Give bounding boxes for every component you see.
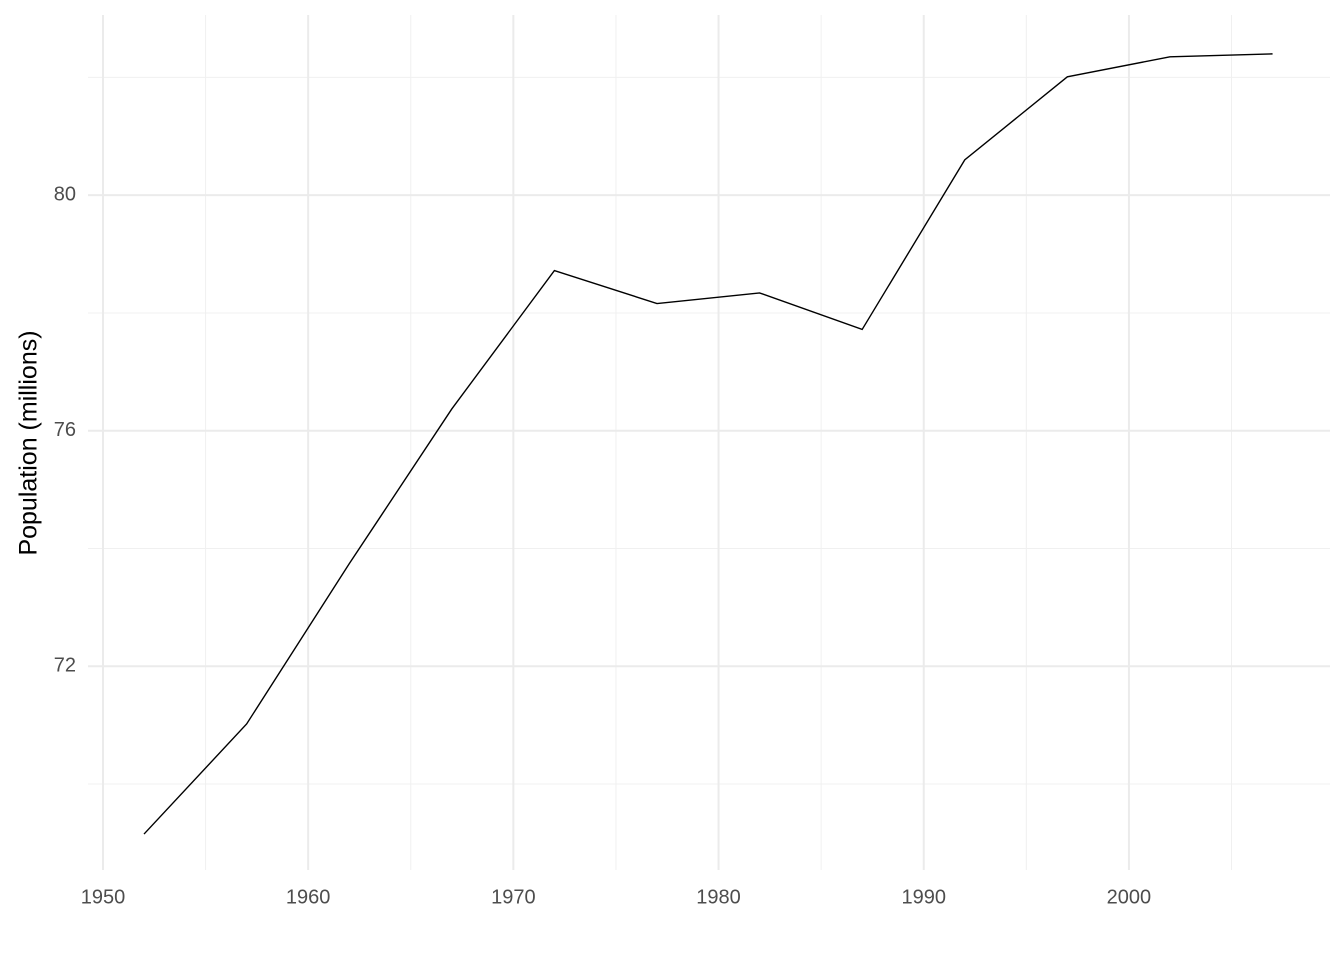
y-tick-label: 76 [54,419,76,441]
x-tick-label: 1980 [696,886,741,908]
x-tick-label: 1960 [286,886,331,908]
x-tick-label: 1990 [901,886,946,908]
y-axis-title: Population (millions) [15,330,43,555]
x-tick-label: 1970 [491,886,536,908]
y-tick-label: 80 [54,183,76,205]
y-tick-label: 72 [54,655,76,677]
x-tick-label: 2000 [1107,886,1152,908]
data-line [143,53,1273,835]
x-tick-label: 1950 [81,886,126,908]
